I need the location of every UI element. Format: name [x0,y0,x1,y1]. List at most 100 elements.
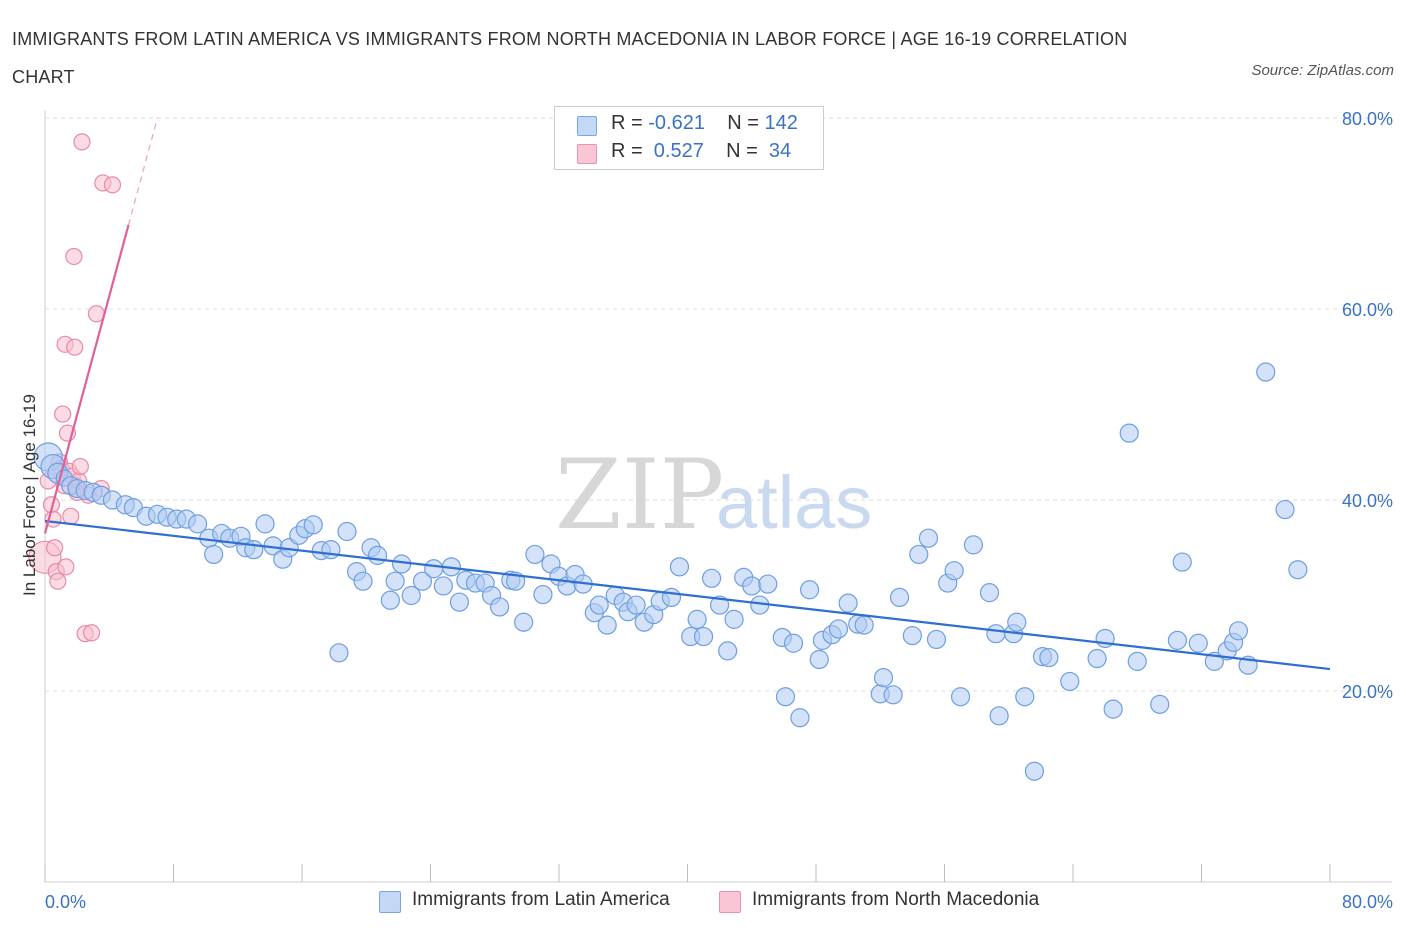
bottom-legend-swatch-blue [379,891,401,913]
point-latin-america [401,585,421,606]
point-latin-america [783,633,804,653]
point-latin-america [367,545,388,565]
tick-labels: 20.0% 40.0% 60.0% 80.0% 0.0% 80.0% [45,109,1393,912]
legend-n-label: N = [727,112,765,134]
point-latin-america [1024,761,1045,781]
legend-swatch-blue [577,116,597,136]
point-latin-america [838,593,858,613]
watermark: ZIP atlas [555,439,872,551]
point-latin-america [809,649,829,670]
bottom-legend-label-pink: Immigrants from North Macedonia [752,889,1040,910]
point-latin-america [758,574,778,594]
correlation-legend: R = -0.621 N = 142 R = 0.527 N = 34 [554,106,824,170]
point-latin-america [724,609,744,629]
point-latin-america [525,544,545,565]
point-north-macedonia [65,247,83,266]
point-latin-america [514,612,534,632]
point-latin-america [986,624,1006,644]
point-north-macedonia [62,507,80,525]
point-latin-america [1103,699,1123,719]
point-latin-america [661,587,682,608]
point-latin-america [1087,648,1107,669]
point-latin-america [669,557,690,577]
point-latin-america [204,544,224,565]
point-latin-america [391,554,412,574]
point-north-macedonia [71,457,89,476]
point-latin-america [775,687,796,707]
point-north-macedonia [57,558,75,576]
point-latin-america [718,641,738,661]
point-latin-america [424,559,444,579]
point-latin-america [1228,621,1249,641]
point-latin-america [1256,362,1276,382]
point-latin-america [926,629,947,650]
point-latin-america [963,535,984,555]
point-latin-america [1275,499,1295,520]
legend-n-label: N = [726,140,764,162]
point-north-macedonia [82,624,101,642]
point-latin-america [1015,687,1035,707]
point-latin-america [1127,651,1147,671]
point-latin-america [321,540,341,560]
point-latin-america [187,514,208,534]
point-latin-america [533,584,553,605]
point-latin-america [873,668,894,688]
point-latin-america [353,571,373,591]
point-latin-america [687,609,707,629]
point-latin-america [989,706,1009,726]
point-latin-america [1288,560,1308,580]
point-north-macedonia [49,572,67,590]
bottom-legend-label-blue: Immigrants from Latin America [412,889,670,910]
trend-line-north-macedonia-extension [127,117,159,226]
point-latin-america [412,571,433,591]
point-latin-america [918,528,939,548]
chart-source: Source: ZipAtlas.com [1251,62,1394,79]
legend-r-value: -0.621 [648,112,705,134]
bottom-legend-swatch-pink [719,891,741,913]
point-latin-america [597,615,617,635]
point-latin-america [790,708,810,728]
watermark-atlas: atlas [716,461,872,544]
legend-swatch-pink [577,144,597,164]
point-latin-america [255,514,275,534]
point-latin-america [1039,647,1059,668]
point-latin-america [337,521,357,542]
legend-r-value: 0.527 [648,140,704,162]
point-latin-america [693,626,714,647]
point-latin-america [489,597,510,617]
trend-line-latin-america [44,519,1331,671]
point-latin-america [944,561,964,581]
point-latin-america [701,568,722,588]
y-tick-label: 60.0% [1342,300,1393,320]
point-north-macedonia [103,176,122,194]
legend-r-label: R = [611,112,649,134]
point-latin-america [979,583,1000,603]
point-latin-america [449,592,470,612]
point-latin-america [889,587,910,608]
trend-line-north-macedonia [43,224,130,534]
trend-lines [43,117,1331,671]
point-north-macedonia [46,539,64,557]
point-latin-america [380,590,400,610]
legend-n-value: 142 [764,112,798,134]
y-tick-label: 20.0% [1342,682,1393,702]
point-latin-america [854,615,874,635]
point-latin-america [1007,612,1027,632]
x-tick-label: 80.0% [1342,892,1393,912]
point-latin-america [1060,671,1080,692]
legend-n-value: 34 [763,140,792,162]
point-latin-america [1172,552,1192,572]
legend-text-blue: R = -0.621 N = 142 [611,112,798,135]
point-latin-america [710,595,730,615]
chart-title: IMMIGRANTS FROM LATIN AMERICA VS IMMIGRA… [12,29,1128,87]
point-latin-america [883,685,903,705]
legend-r-label: R = [611,140,649,162]
point-latin-america [329,643,349,663]
point-latin-america [589,595,609,615]
y-axis-label: In Labor Force | Age 16-19 [20,394,39,596]
point-latin-america [1167,630,1188,650]
point-latin-america [385,571,405,591]
watermark-zip: ZIP [555,439,724,551]
x-tick-label: 0.0% [45,892,86,912]
point-latin-america [303,515,323,535]
